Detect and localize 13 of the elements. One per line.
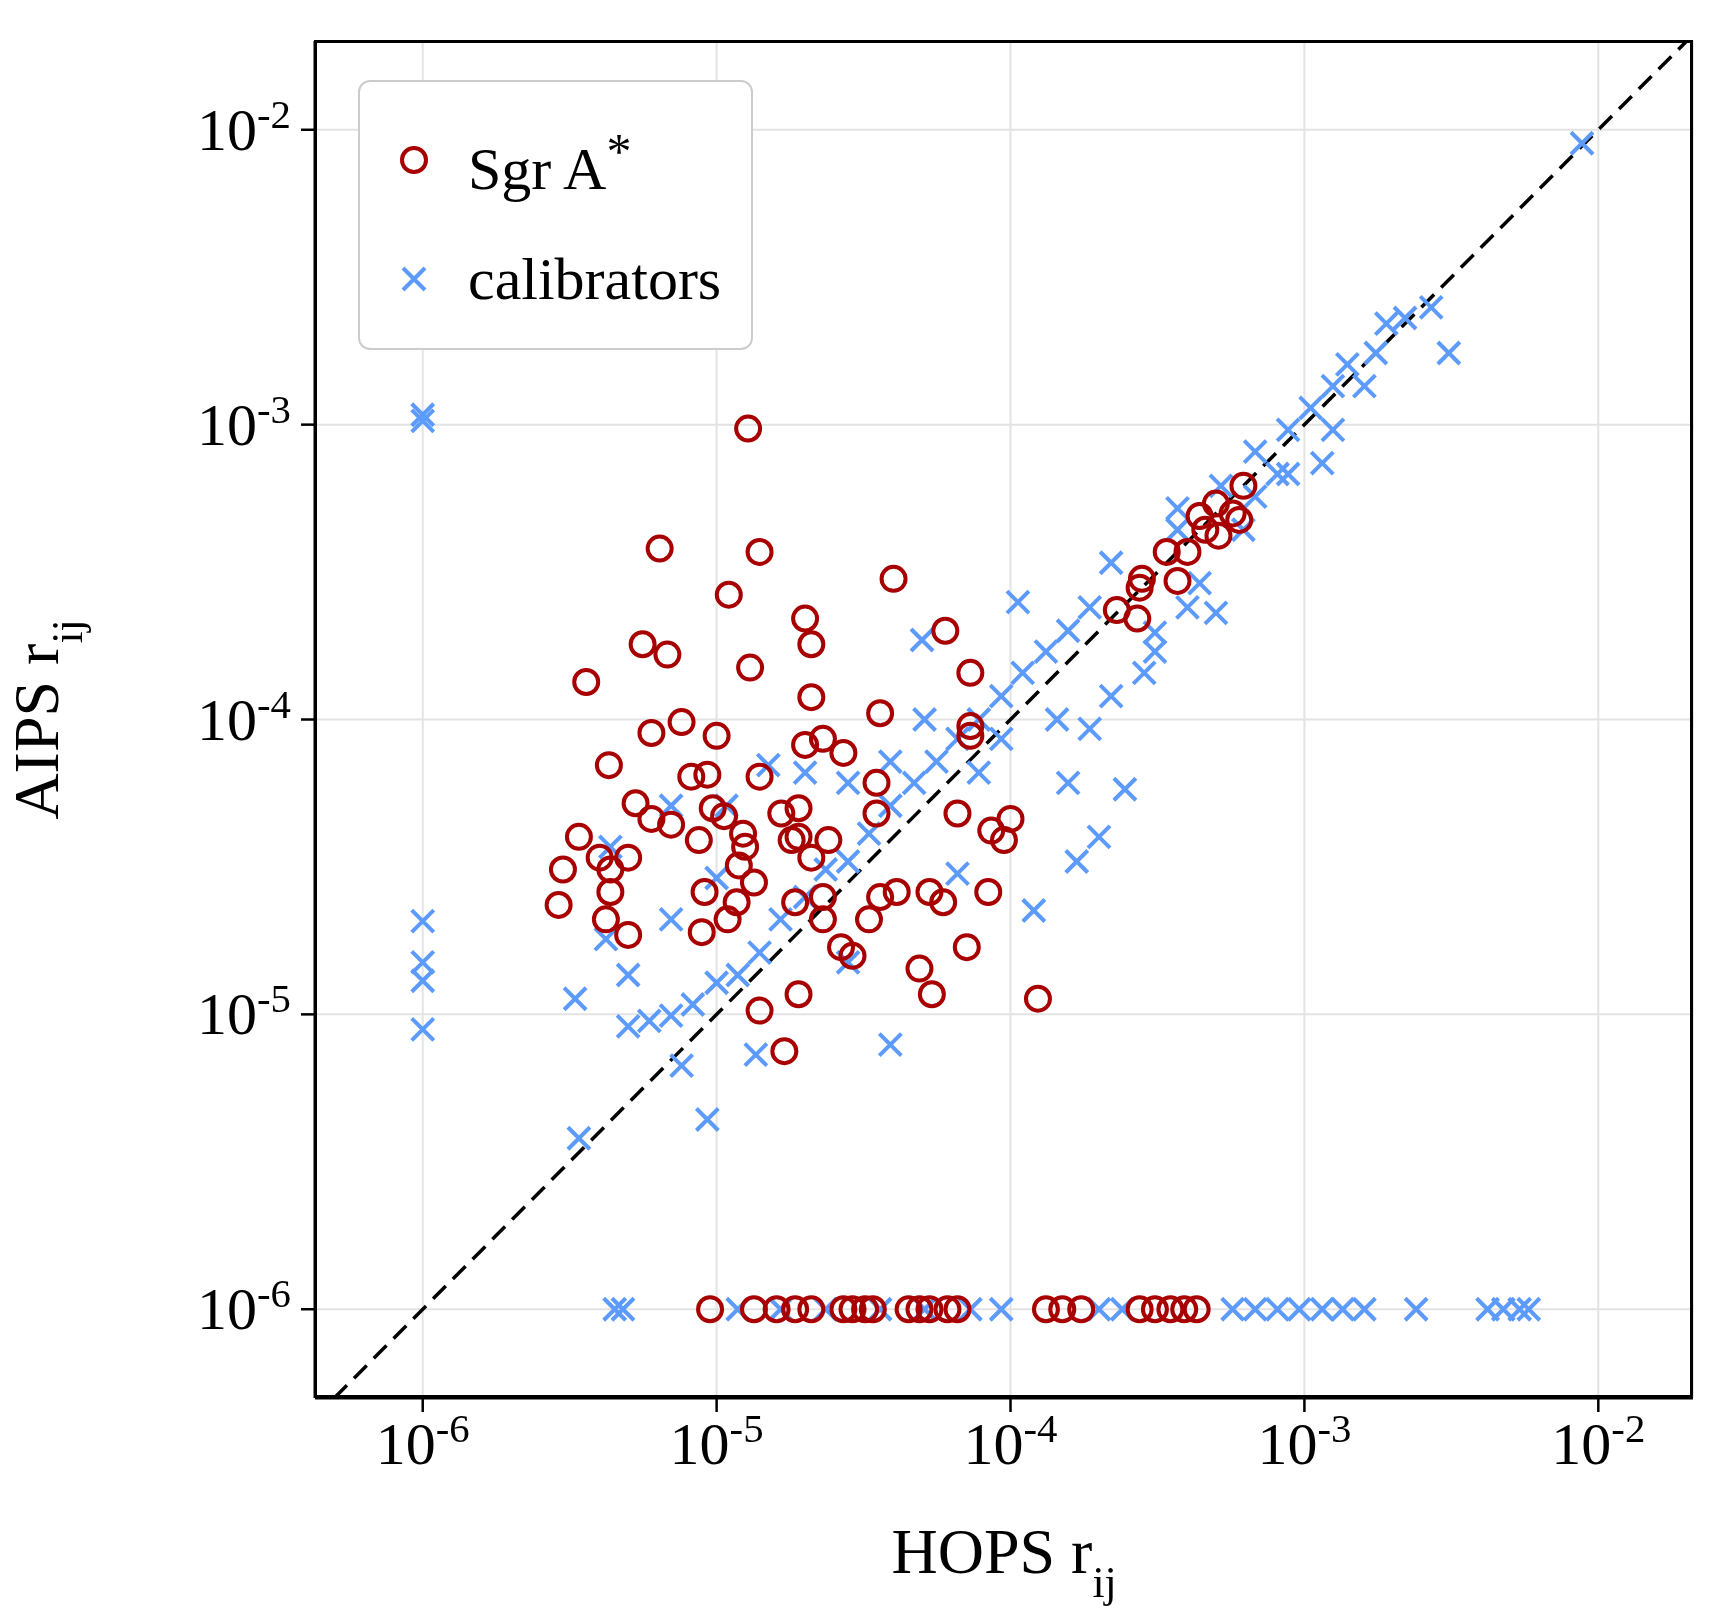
legend-label: calibrators <box>468 245 722 314</box>
x-tick-label: 10$^{-2}$ <box>1551 1405 1646 1477</box>
x-tick-label: 10$^{-3}$ <box>1257 1405 1352 1477</box>
y-tick-label: 10$^{-4}$ <box>197 681 291 753</box>
y-tick-label: 10$^{-5}$ <box>197 975 291 1048</box>
y-tick-label: 10$^{-2}$ <box>197 91 291 163</box>
x-tick-label: 10$^{-6}$ <box>375 1405 470 1477</box>
y-tick-label: 10$^{-3}$ <box>197 386 291 458</box>
x-tick-label: 10$^{-5}$ <box>669 1405 764 1477</box>
legend-label: Sgr A$^{*}$ <box>468 122 632 204</box>
y-tick-label: 10$^{-6}$ <box>197 1270 291 1343</box>
x-tick-label: 10$^{-4}$ <box>963 1405 1058 1477</box>
x-axis-title: HOPS r$_{ij}$ <box>891 1516 1117 1606</box>
